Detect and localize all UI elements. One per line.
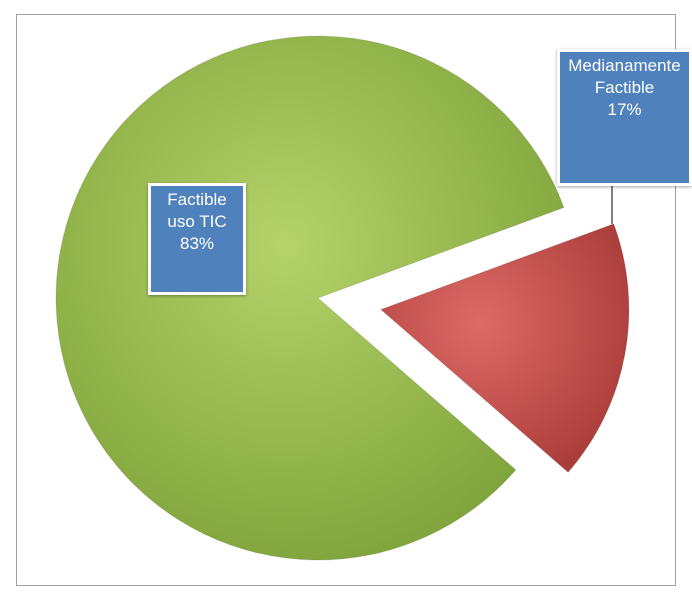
data-label: Medianamente Factible 17% [557,49,692,186]
label-value: 17% [607,100,642,119]
label-category: Factible uso TIC [167,190,227,231]
label-category: Medianamente Factible [568,56,681,97]
data-label: Factible uso TIC 83% [148,183,246,295]
label-value: 83% [179,234,215,253]
pie-slice [379,223,630,473]
pie-slice [55,35,565,561]
